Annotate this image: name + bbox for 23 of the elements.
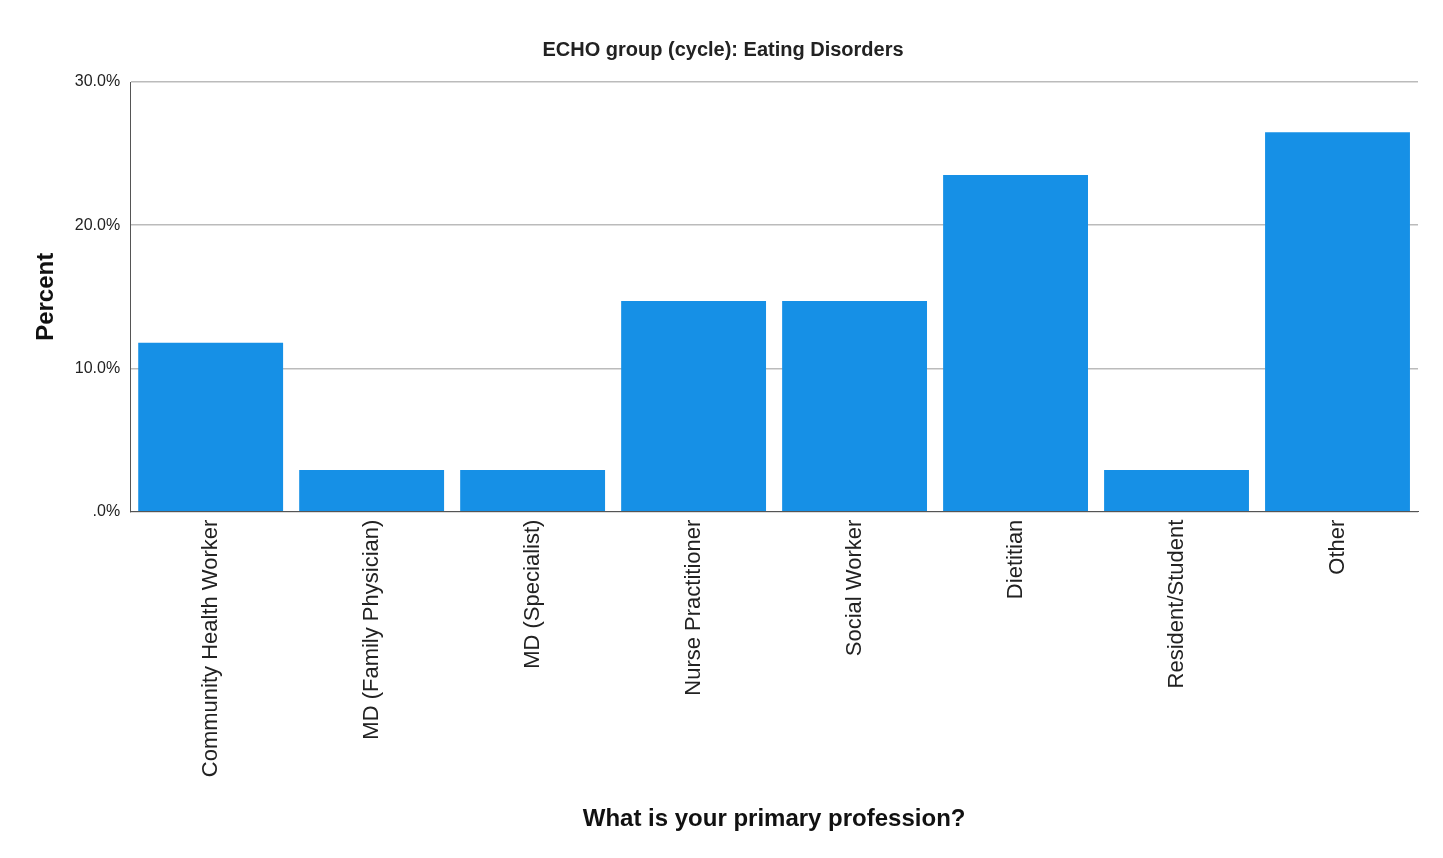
x-tick-label: Dietitian: [1001, 519, 1027, 600]
bar: [621, 301, 767, 511]
bar: [299, 470, 445, 511]
x-tick-label: MD (Specialist): [518, 519, 544, 669]
bar: [460, 470, 606, 511]
x-tick-label: MD (Family Physician): [357, 519, 383, 740]
x-tick-label: Resident/Student: [1162, 519, 1188, 689]
bar: [138, 342, 284, 511]
x-tick-label: Social Worker: [840, 519, 866, 657]
y-tick-label: 10.0%: [74, 358, 121, 376]
y-tick-label: 20.0%: [74, 215, 121, 233]
y-axis-title: Percent: [31, 252, 59, 341]
y-tick-label: .0%: [92, 502, 121, 520]
x-tick-label: Other: [1323, 519, 1349, 575]
bar: [1104, 470, 1249, 511]
bar: [943, 175, 1088, 511]
x-tick-label: Nurse Practitioner: [679, 519, 705, 696]
bar: [782, 301, 928, 511]
y-tick-label: 30.0%: [74, 72, 121, 90]
chart-title: ECHO group (cycle): Eating Disorders: [542, 37, 904, 60]
x-axis-title: What is your primary profession?: [582, 804, 966, 832]
x-tick-label: Community Health Worker: [196, 519, 222, 778]
bar: [1265, 132, 1410, 511]
